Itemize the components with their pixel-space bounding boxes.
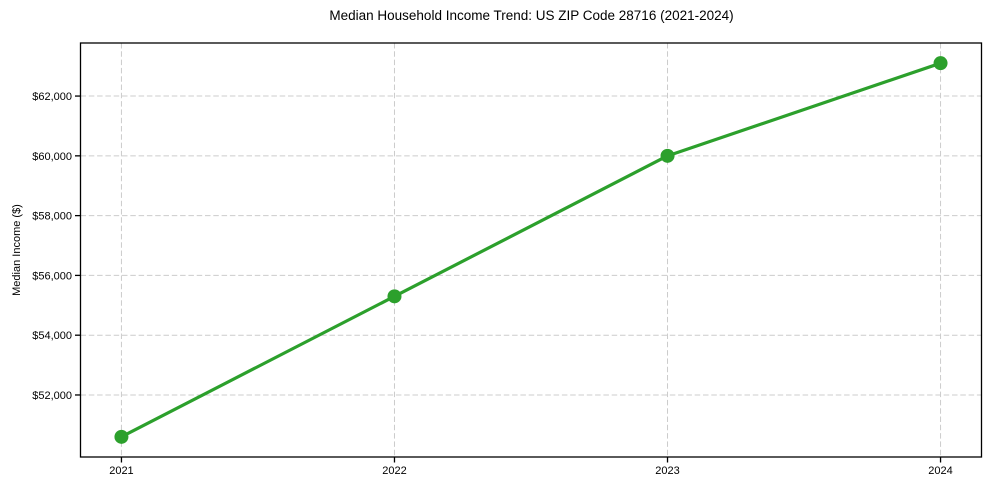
chart-title: Median Household Income Trend: US ZIP Co… xyxy=(329,8,734,23)
y-tick-label: $54,000 xyxy=(32,330,72,342)
y-tick-label: $56,000 xyxy=(32,270,72,282)
y-tick-label: $62,000 xyxy=(32,91,72,103)
x-tick-label: 2022 xyxy=(382,465,406,477)
plot-border xyxy=(79,42,983,458)
y-tick-label: $60,000 xyxy=(32,151,72,163)
data-point-2021 xyxy=(114,429,129,444)
data-point-2023 xyxy=(660,148,675,163)
y-tick-label: $52,000 xyxy=(32,390,72,402)
trend-line xyxy=(119,61,943,439)
x-tick-label: 2024 xyxy=(928,465,952,477)
data-point-2024 xyxy=(933,56,948,71)
x-tick-label: 2023 xyxy=(655,465,679,477)
x-tick-label: 2021 xyxy=(109,465,133,477)
data-point-2022 xyxy=(387,289,402,304)
y-tick-label: $58,000 xyxy=(32,211,72,223)
